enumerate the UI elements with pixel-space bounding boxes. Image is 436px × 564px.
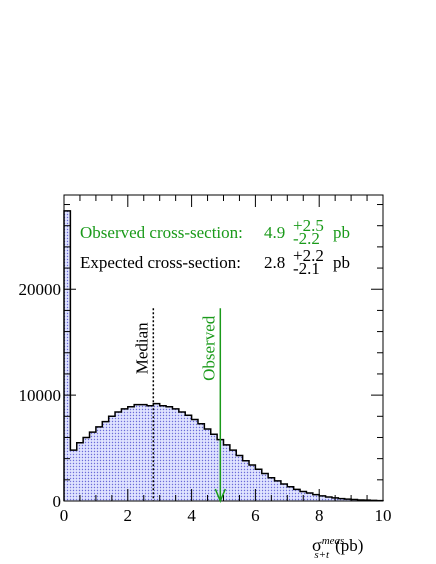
x-label-sup: meas — [322, 535, 345, 547]
annotation-minus: -2.2 — [293, 229, 320, 248]
bar — [76, 442, 84, 501]
annotation-unit: pb — [333, 223, 350, 242]
bar — [261, 473, 269, 501]
bar — [95, 426, 103, 501]
x-axis-label: σmeas s+t (pb) — [312, 535, 363, 561]
y-tick-label: 20000 — [19, 280, 62, 299]
x-tick-label: 4 — [187, 506, 196, 525]
bar — [210, 434, 218, 501]
annotation-plus: +2.2 — [293, 246, 324, 265]
x-tick-label: 10 — [375, 506, 392, 525]
histogram-outline — [63, 210, 384, 502]
bar — [127, 406, 135, 501]
bar — [115, 412, 122, 501]
bar — [325, 496, 332, 501]
bar — [255, 469, 262, 501]
annotation-value: 4.9 — [264, 223, 285, 242]
bar — [64, 210, 71, 501]
bar — [280, 484, 288, 501]
annotation-unit: pb — [333, 253, 350, 272]
x-tick-label: 2 — [124, 506, 133, 525]
annotation-value: 2.8 — [264, 253, 285, 272]
x-tick-label: 6 — [251, 506, 260, 525]
bar — [140, 404, 147, 501]
annotation-text: Observed cross-section: — [80, 223, 243, 242]
bar — [229, 450, 237, 501]
bar — [159, 405, 167, 501]
x-tick-label: 0 — [60, 506, 69, 525]
y-tick-label: 0 — [53, 492, 62, 511]
bar — [204, 429, 211, 501]
annotation-minus: -2.1 — [293, 259, 320, 278]
bar — [185, 415, 192, 501]
bar — [89, 432, 96, 501]
bar — [197, 423, 205, 501]
marker-label: Median — [132, 322, 151, 374]
bar — [83, 437, 90, 501]
annotation-plus: +2.5 — [293, 216, 324, 235]
bar — [312, 494, 320, 501]
bar — [166, 406, 173, 501]
bar — [338, 498, 345, 501]
bar — [306, 493, 313, 501]
bar — [172, 408, 179, 501]
x-label-unit: (pb) — [335, 536, 363, 555]
bar — [268, 477, 275, 501]
bar — [102, 421, 109, 501]
x-label-sub: s+t — [314, 549, 330, 561]
bar — [191, 419, 198, 501]
bar — [236, 455, 243, 501]
bar — [293, 489, 301, 501]
bar — [108, 416, 116, 501]
bar — [242, 460, 250, 501]
marker-label: Observed — [199, 315, 218, 381]
bar — [121, 408, 128, 501]
bar — [178, 412, 186, 501]
bar — [223, 444, 230, 501]
y-tick-label: 10000 — [19, 386, 62, 405]
bar — [344, 499, 352, 501]
bar — [287, 486, 294, 501]
bar — [134, 404, 141, 501]
bar — [249, 465, 256, 501]
bar — [153, 403, 160, 501]
x-label-symbol: σ — [312, 535, 322, 555]
bar — [70, 450, 77, 501]
annotation-text: Expected cross-section: — [80, 253, 241, 272]
bar — [146, 405, 154, 501]
x-tick-label: 8 — [315, 506, 324, 525]
bar — [274, 480, 281, 501]
marker-arrow — [214, 488, 227, 503]
bar — [319, 495, 326, 501]
